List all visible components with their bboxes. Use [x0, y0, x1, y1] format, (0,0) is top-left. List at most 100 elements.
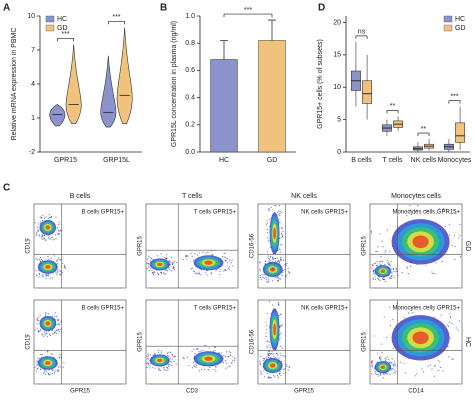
flow-event [229, 365, 231, 368]
gate-label: B cells GPR15+ [81, 210, 124, 216]
flow-event [193, 364, 195, 367]
flow-event [281, 233, 283, 235]
flow-event [378, 278, 380, 281]
flow-event [149, 354, 152, 356]
significance-label: *** [450, 94, 458, 101]
flow-column-title: B cells [70, 193, 91, 200]
flow-event [51, 236, 53, 238]
flow-event [448, 321, 450, 323]
flow-event [376, 260, 378, 262]
flow-event [282, 355, 284, 357]
flow-event [276, 280, 278, 282]
flow-event [223, 270, 225, 272]
flow-event [148, 263, 150, 265]
flow-density [157, 262, 163, 267]
flow-event [270, 206, 272, 209]
flow-event [160, 352, 162, 354]
flow-event [58, 230, 61, 232]
flow-event [439, 366, 442, 369]
flow-event [383, 277, 385, 279]
flow-event [170, 261, 172, 263]
flow-event [202, 349, 204, 351]
flow-event [391, 358, 393, 360]
flow-event [224, 356, 227, 358]
flow-event [231, 259, 233, 261]
flow-event [273, 265, 276, 267]
flow-event [442, 370, 444, 372]
flow-event [435, 262, 437, 264]
flow-event [228, 351, 230, 353]
flow-event [59, 357, 61, 359]
flow-density [45, 321, 51, 326]
flow-event [259, 360, 261, 362]
flow-event [35, 258, 37, 260]
flow-event [440, 314, 442, 316]
flow-y-label: CD19 [26, 334, 32, 350]
flow-event [447, 346, 449, 348]
flow-event [271, 280, 274, 282]
flow-event [215, 270, 217, 272]
flow-event [148, 255, 150, 257]
flow-event [425, 209, 427, 211]
flow-event [262, 358, 264, 360]
flow-event [167, 364, 169, 366]
flow-event [280, 345, 282, 347]
flow-event [55, 332, 58, 335]
flow-event [34, 329, 36, 331]
flow-event [408, 312, 410, 314]
flow-event [388, 277, 391, 279]
flow-event [48, 258, 50, 260]
y-tick-label: 0.2 [185, 122, 195, 129]
flow-event [275, 205, 277, 207]
flow-event [262, 276, 264, 278]
violin [100, 55, 117, 128]
flow-event [386, 373, 389, 375]
flow-event [57, 318, 60, 320]
flow-event [205, 252, 207, 254]
flow-event [156, 272, 159, 274]
flow-event [374, 262, 377, 264]
flow-event [232, 359, 234, 361]
flow-event [147, 363, 149, 365]
flow-event [432, 309, 434, 312]
flow-event [279, 370, 281, 373]
flow-event [60, 355, 62, 358]
flow-event [194, 253, 196, 255]
flow-event [208, 347, 210, 349]
flow-event [268, 300, 271, 303]
flow-event [47, 313, 50, 315]
flow-event [158, 368, 160, 370]
flow-event [279, 372, 281, 374]
flow-event [271, 256, 274, 258]
flow-event [39, 221, 41, 223]
flow-event [45, 313, 47, 315]
flow-event [220, 352, 223, 354]
flow-event [41, 236, 43, 238]
flow-event [268, 350, 271, 352]
flow-event [264, 263, 266, 265]
y-tick-label: -2 [29, 149, 35, 156]
flow-event [195, 272, 197, 274]
flow-event [223, 354, 225, 357]
flow-event [259, 364, 261, 366]
flow-event [215, 366, 217, 368]
flow-event [163, 367, 165, 369]
flow-event [445, 209, 448, 211]
flow-event [263, 277, 265, 279]
error-bar [268, 19, 276, 41]
flow-event [260, 279, 262, 281]
flow-event [207, 369, 210, 371]
flow-event [191, 267, 193, 269]
flow-event [161, 273, 163, 275]
flow-event [270, 377, 273, 379]
flow-event [190, 252, 192, 255]
flow-event [258, 261, 261, 264]
flow-event [259, 276, 261, 278]
flow-event [393, 361, 396, 363]
flow-event [44, 334, 46, 336]
flow-event [393, 271, 395, 273]
flow-event [39, 260, 41, 262]
flow-event [37, 223, 39, 225]
flow-event [41, 334, 43, 336]
flow-event [147, 361, 149, 363]
